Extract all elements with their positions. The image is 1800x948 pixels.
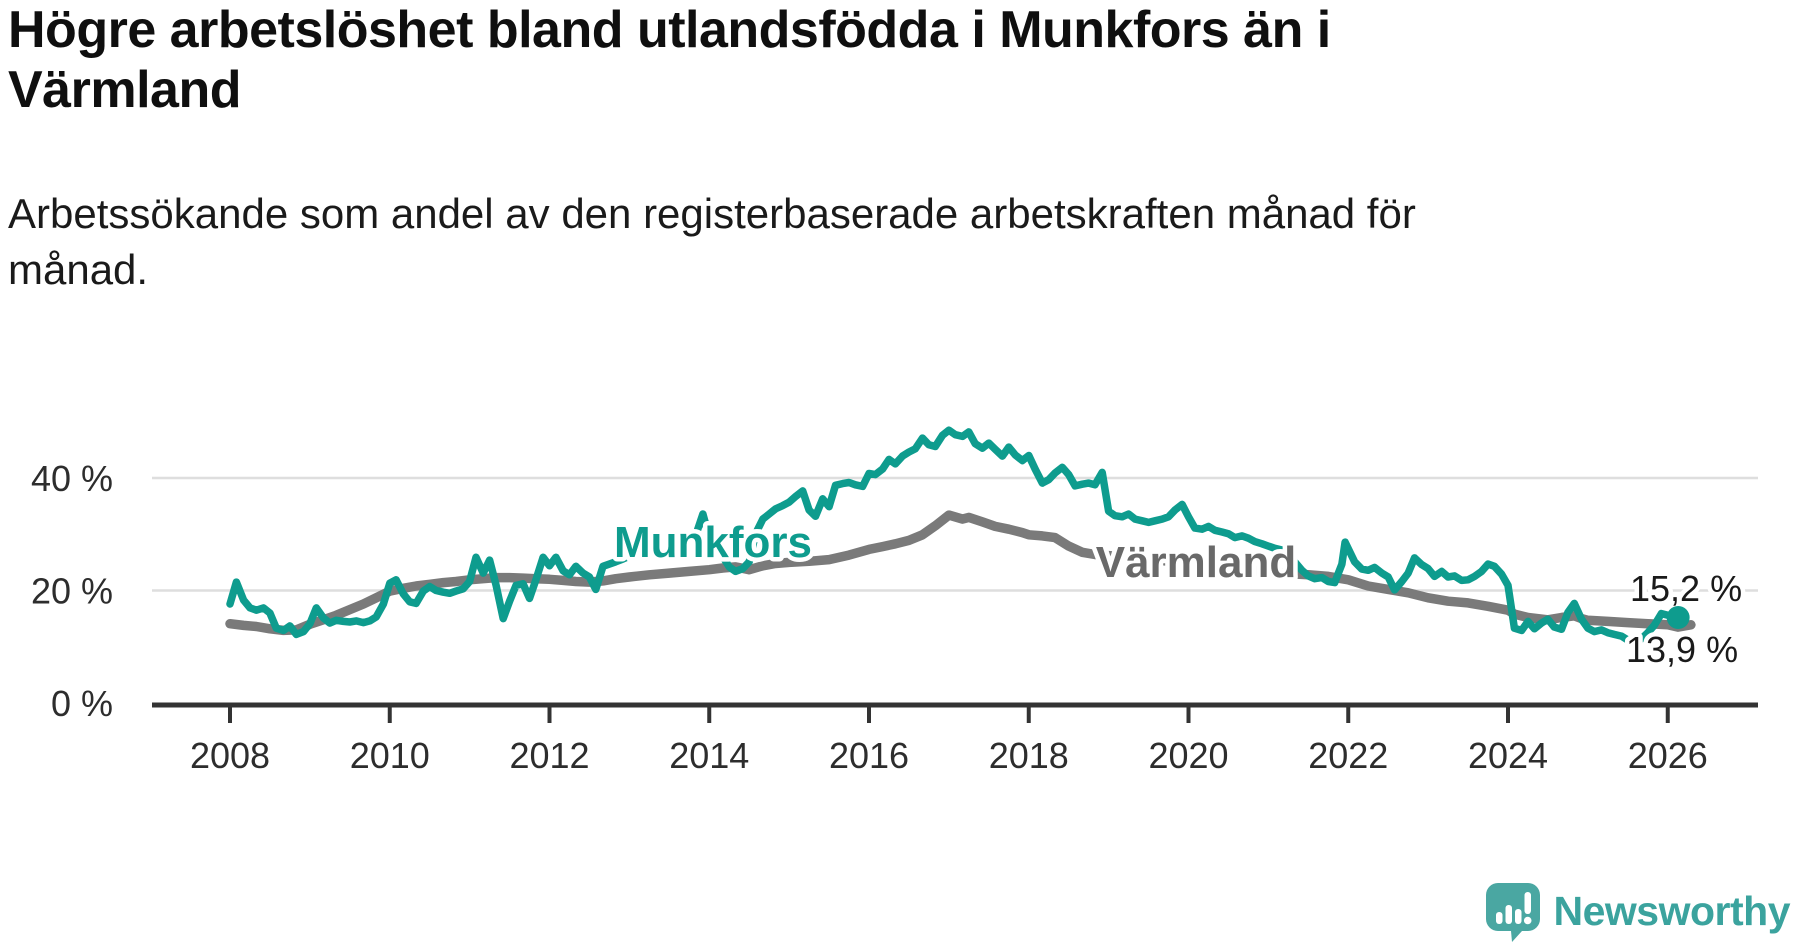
exclamation-dot-icon (1523, 916, 1531, 925)
speech-bubble-shape (1485, 883, 1540, 942)
munkfors-end-value-label: 15,2 % (1630, 568, 1742, 609)
munkfors-series-label: Munkfors (614, 518, 812, 567)
y-axis-tick-label: 0 % (51, 683, 113, 724)
y-axis-tick-label: 20 % (31, 571, 113, 612)
varmland-end-value-label: 13,9 % (1626, 629, 1738, 670)
newsworthy-branding: Newsworthy (1484, 881, 1791, 942)
exclamation-bar-icon (1524, 892, 1531, 914)
page-subtitle: Arbetssökande som andel av den registerb… (8, 190, 1416, 293)
x-axis-tick-label: 2014 (669, 735, 749, 776)
page-title: Högre arbetslöshet bland utlandsfödda i … (8, 1, 1331, 119)
x-axis-tick-label: 2010 (350, 735, 430, 776)
x-axis-tick-label: 2024 (1468, 735, 1548, 776)
x-axis-tick-label: 2012 (509, 735, 589, 776)
x-axis-tick-label: 2022 (1308, 735, 1388, 776)
varmland-series-label: Värmland (1096, 538, 1297, 587)
x-axis-tick-label: 2020 (1148, 735, 1228, 776)
newsworthy-logo-icon (1485, 883, 1540, 942)
x-axis-tick-label: 2026 (1628, 735, 1708, 776)
x-axis-tick-label: 2016 (829, 735, 909, 776)
newsworthy-logo-text: Newsworthy (1553, 888, 1791, 934)
bar-icon-small (1495, 912, 1502, 924)
varmland-line (225, 510, 1696, 636)
munkfors-line (226, 426, 1682, 646)
x-axis-tick-label: 2008 (190, 735, 270, 776)
bar-icon-tall (1505, 905, 1512, 924)
munkfors-end-dot (1666, 606, 1690, 629)
y-axis-tick-label: 40 % (31, 458, 113, 499)
bar-icon-medium (1514, 909, 1521, 924)
x-axis-tick-label: 2018 (989, 735, 1069, 776)
